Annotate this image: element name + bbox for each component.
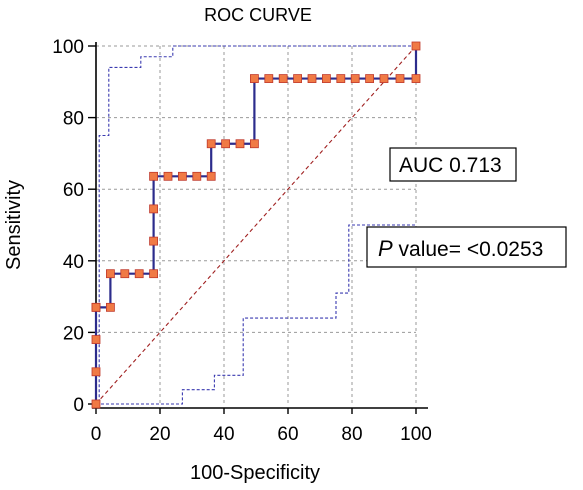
roc-point bbox=[395, 74, 405, 83]
roc-point bbox=[365, 74, 375, 83]
p-value-text: value= <0.0253 bbox=[393, 238, 544, 261]
roc-point bbox=[149, 236, 159, 246]
roc-point bbox=[177, 171, 187, 181]
chart-title: ROC CURVE bbox=[204, 5, 312, 25]
series-layer bbox=[94, 45, 418, 405]
auc-box: AUC 0.713 bbox=[389, 147, 517, 182]
roc-point bbox=[206, 171, 216, 181]
y-tick-label: 0 bbox=[73, 395, 84, 416]
grid-lines bbox=[96, 45, 417, 404]
x-axis-title: 100-Specificity bbox=[190, 462, 320, 484]
roc-point bbox=[206, 139, 216, 149]
x-tick-label: 60 bbox=[277, 424, 298, 445]
y-tick-label: 60 bbox=[63, 180, 84, 201]
roc-point bbox=[149, 269, 159, 279]
roc-point bbox=[235, 139, 245, 149]
y-tick-label: 20 bbox=[63, 323, 84, 344]
roc-point bbox=[336, 74, 346, 83]
roc-point bbox=[192, 171, 202, 181]
roc-point bbox=[221, 139, 231, 149]
p-value-italic-p: P bbox=[378, 236, 393, 261]
x-tick-label: 100 bbox=[400, 424, 432, 445]
roc-point bbox=[278, 74, 288, 83]
roc-point bbox=[106, 302, 115, 312]
x-tick-label: 80 bbox=[341, 424, 362, 445]
ci-lower-confidence-line bbox=[96, 224, 416, 405]
y-axis-title: Sensitivity bbox=[3, 180, 25, 270]
p-value-box: P value= <0.0253 bbox=[366, 226, 567, 268]
roc-point bbox=[249, 74, 259, 83]
y-tick-label: 100 bbox=[52, 37, 84, 58]
roc-point bbox=[264, 74, 274, 83]
roc-markers bbox=[91, 41, 421, 409]
roc-point bbox=[379, 74, 389, 83]
y-tick-label: 80 bbox=[63, 109, 84, 130]
x-tick-label: 20 bbox=[149, 424, 170, 445]
roc-point bbox=[293, 74, 303, 83]
y-tick-label: 40 bbox=[63, 252, 84, 273]
roc-point bbox=[149, 171, 159, 181]
roc-point bbox=[120, 269, 130, 279]
roc-point bbox=[106, 269, 115, 279]
roc-point bbox=[321, 74, 331, 83]
p-value-label: P value= <0.0253 bbox=[378, 236, 543, 261]
roc-point bbox=[411, 41, 421, 51]
roc-point bbox=[307, 74, 317, 83]
x-tick-label: 0 bbox=[91, 424, 102, 445]
auc-label: AUC 0.713 bbox=[399, 154, 502, 177]
roc-point bbox=[350, 74, 360, 83]
roc-point bbox=[411, 74, 421, 83]
roc-point bbox=[149, 204, 159, 214]
x-tick-label: 40 bbox=[213, 424, 234, 445]
auc-box-frame bbox=[389, 147, 517, 182]
ci-upper-confidence-line bbox=[96, 45, 416, 405]
p-value-box-frame bbox=[366, 226, 567, 268]
reference-diagonal-line bbox=[95, 45, 417, 405]
roc-point bbox=[249, 139, 259, 149]
roc-point bbox=[163, 171, 173, 181]
ticks: 0 20 40 60 80 100 0 20 40 60 80 100 bbox=[52, 37, 432, 445]
roc-point bbox=[91, 335, 101, 344]
roc-point bbox=[91, 367, 101, 377]
roc-point bbox=[91, 399, 101, 409]
roc-point bbox=[134, 269, 144, 279]
roc-point bbox=[91, 302, 101, 312]
